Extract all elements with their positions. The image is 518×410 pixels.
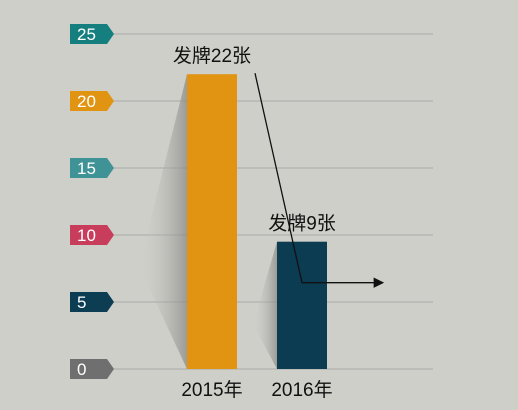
y-tick-tag [70, 158, 114, 178]
y-tick-0: 0 [70, 359, 114, 379]
trend-arrow [254, 73, 385, 288]
y-tick-tag [70, 292, 114, 312]
y-tick-tag [70, 359, 114, 379]
y-axis-ticks: 0 5 10 15 20 25 [70, 24, 114, 379]
category-label: 2016年 [271, 379, 332, 401]
bar-shadow [253, 241, 277, 369]
bar-2015年 [187, 74, 237, 369]
bar-shadows [139, 74, 277, 369]
y-tick-20: 20 [70, 91, 114, 111]
y-tick-25: 25 [70, 24, 114, 44]
y-tick-10: 10 [70, 225, 114, 245]
bar-2016年 [277, 241, 327, 369]
y-tick-15: 15 [70, 158, 114, 178]
y-tick-tag [70, 24, 114, 44]
y-tick-label: 5 [77, 293, 86, 312]
y-tick-label: 0 [77, 360, 86, 379]
y-tick-label: 20 [77, 92, 96, 111]
category-label: 2015年 [181, 379, 242, 401]
y-tick-tag [70, 225, 114, 245]
bars [187, 74, 327, 369]
bar-data-label: 发牌22张 [173, 45, 251, 67]
x-axis-categories: 2015年 2016年 [181, 379, 332, 401]
y-tick-tag [70, 91, 114, 111]
y-tick-label: 10 [77, 226, 96, 245]
y-tick-label: 25 [77, 25, 96, 44]
y-tick-label: 15 [77, 159, 96, 178]
y-tick-5: 5 [70, 292, 114, 312]
bar-shadow [139, 74, 187, 369]
bar-data-label: 发牌9张 [268, 213, 336, 235]
